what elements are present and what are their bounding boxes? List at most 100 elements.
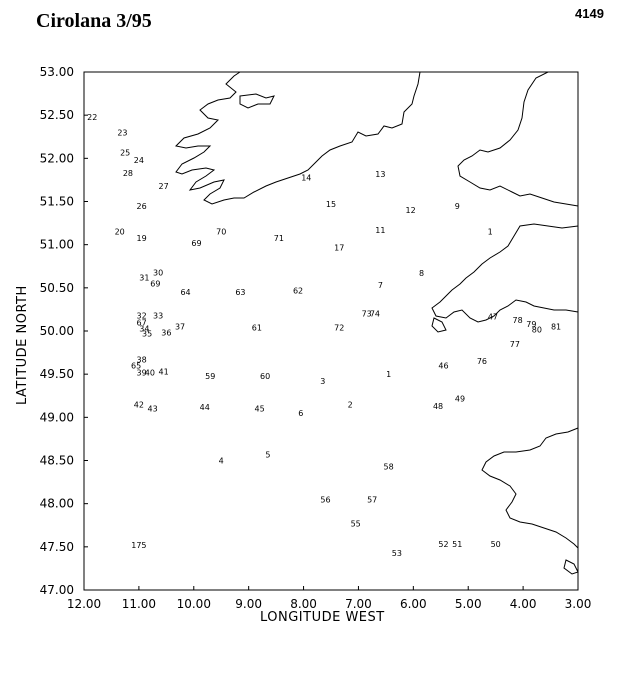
x-tick-label: 12.00 xyxy=(67,597,101,611)
y-tick-label: 48.00 xyxy=(40,497,74,511)
station-label: 13 xyxy=(375,170,385,179)
station-label: 28 xyxy=(123,169,133,178)
station-label: 67 xyxy=(137,318,147,327)
coastline-brittany xyxy=(481,427,579,575)
station-label: 59 xyxy=(205,372,215,381)
station-label: 47 xyxy=(488,312,498,321)
station-label: 5 xyxy=(265,450,270,459)
x-tick-label: 11.00 xyxy=(122,597,156,611)
station-label: 36 xyxy=(161,329,171,338)
station-label: 15 xyxy=(326,200,336,209)
station-label: 80 xyxy=(532,325,542,334)
station-label: 12 xyxy=(405,206,415,215)
coastline-sw-england xyxy=(431,223,579,333)
station-label: 57 xyxy=(367,495,377,504)
station-label: 43 xyxy=(148,405,158,414)
station-label: 27 xyxy=(158,182,168,191)
station-label: 62 xyxy=(293,286,303,295)
station-label: 69 xyxy=(150,280,160,289)
y-tick-label: 52.00 xyxy=(40,151,74,165)
station-label: 31 xyxy=(139,273,149,282)
coastline-wales xyxy=(457,71,579,207)
station-label: 26 xyxy=(137,202,147,211)
x-tick-label: 9.00 xyxy=(235,597,262,611)
station-label: 77 xyxy=(510,340,520,349)
station-label: 25 xyxy=(120,148,130,157)
station-label: 24 xyxy=(134,156,144,165)
station-label: 53 xyxy=(392,549,402,558)
station-label: 56 xyxy=(320,495,330,504)
station-label: 34 xyxy=(139,324,149,333)
station-label: 72 xyxy=(334,324,344,333)
y-tick-label: 51.50 xyxy=(40,195,74,209)
station-label: 71 xyxy=(274,234,284,243)
station-label: 76 xyxy=(477,357,487,366)
y-axis-label: LATITUDE NORTH xyxy=(15,285,30,405)
station-label: 70 xyxy=(216,228,226,237)
station-label: 19 xyxy=(137,234,147,243)
station-label: 55 xyxy=(351,520,361,529)
station-label: 46 xyxy=(438,362,448,371)
y-tick-label: 48.50 xyxy=(40,454,74,468)
station-label: 61 xyxy=(252,324,262,333)
x-tick-label: 10.00 xyxy=(177,597,211,611)
station-label: 3 xyxy=(320,377,325,386)
station-label: 73 xyxy=(362,310,372,319)
station-label: 2 xyxy=(348,400,353,409)
station-label: 38 xyxy=(137,355,147,364)
station-label: 40 xyxy=(145,368,155,377)
coastline-ireland xyxy=(174,71,421,205)
station-label: 35 xyxy=(142,330,152,339)
station-label: 6 xyxy=(298,409,303,418)
station-label: 79 xyxy=(526,320,536,329)
x-tick-label: 8.00 xyxy=(290,597,317,611)
station-label: 49 xyxy=(455,394,465,403)
station-label: 1 xyxy=(386,370,391,379)
x-tick-label: 5.00 xyxy=(455,597,482,611)
y-tick-label: 53.00 xyxy=(40,65,74,79)
figure-number: 4149 xyxy=(575,6,604,21)
x-tick-label: 4.00 xyxy=(510,597,537,611)
x-tick-label: 7.00 xyxy=(345,597,372,611)
station-label: 8 xyxy=(419,269,424,278)
station-label: 74 xyxy=(370,310,380,319)
station-label: 60 xyxy=(260,372,270,381)
y-axis-ticks: 53.00 52.50 52.00 51.50 51.00 50.50 50.00 49.50… xyxy=(40,65,88,597)
y-tick-label: 47.00 xyxy=(40,583,74,597)
station-label: 4 xyxy=(219,457,224,466)
station-label: 44 xyxy=(200,403,210,412)
station-label: 65 xyxy=(131,362,141,371)
y-tick-label: 51.00 xyxy=(40,238,74,252)
station-label: 45 xyxy=(255,405,265,414)
station-label: 175 xyxy=(131,541,146,550)
station-label: 69 xyxy=(191,239,201,248)
x-tick-label: 3.00 xyxy=(565,597,592,611)
y-tick-label: 49.50 xyxy=(40,367,74,381)
station-label: 1 xyxy=(488,228,493,237)
y-tick-label: 49.00 xyxy=(40,410,74,424)
station-label: 52 xyxy=(438,540,448,549)
station-label: 50 xyxy=(491,540,501,549)
station-label: 81 xyxy=(551,323,561,332)
y-tick-label: 52.50 xyxy=(40,108,74,122)
station-label: 23 xyxy=(117,128,127,137)
station-label: 51 xyxy=(452,540,462,549)
y-tick-label: 47.50 xyxy=(40,540,74,554)
x-axis-label: LONGITUDE WEST xyxy=(260,610,385,625)
station-label: 39 xyxy=(137,368,147,377)
station-label: 42 xyxy=(134,400,144,409)
station-label: 9 xyxy=(455,202,460,211)
station-label: 41 xyxy=(158,368,168,377)
station-label: 58 xyxy=(384,463,394,472)
y-tick-label: 50.00 xyxy=(40,324,74,338)
station-label: 11 xyxy=(375,226,385,235)
station-label: 7 xyxy=(378,281,383,290)
station-label: 78 xyxy=(513,316,523,325)
station-label: 33 xyxy=(153,311,163,320)
station-label: 20 xyxy=(115,228,125,237)
station-label: 17 xyxy=(334,243,344,252)
station-label: 30 xyxy=(153,268,163,277)
station-label: 37 xyxy=(175,323,185,332)
